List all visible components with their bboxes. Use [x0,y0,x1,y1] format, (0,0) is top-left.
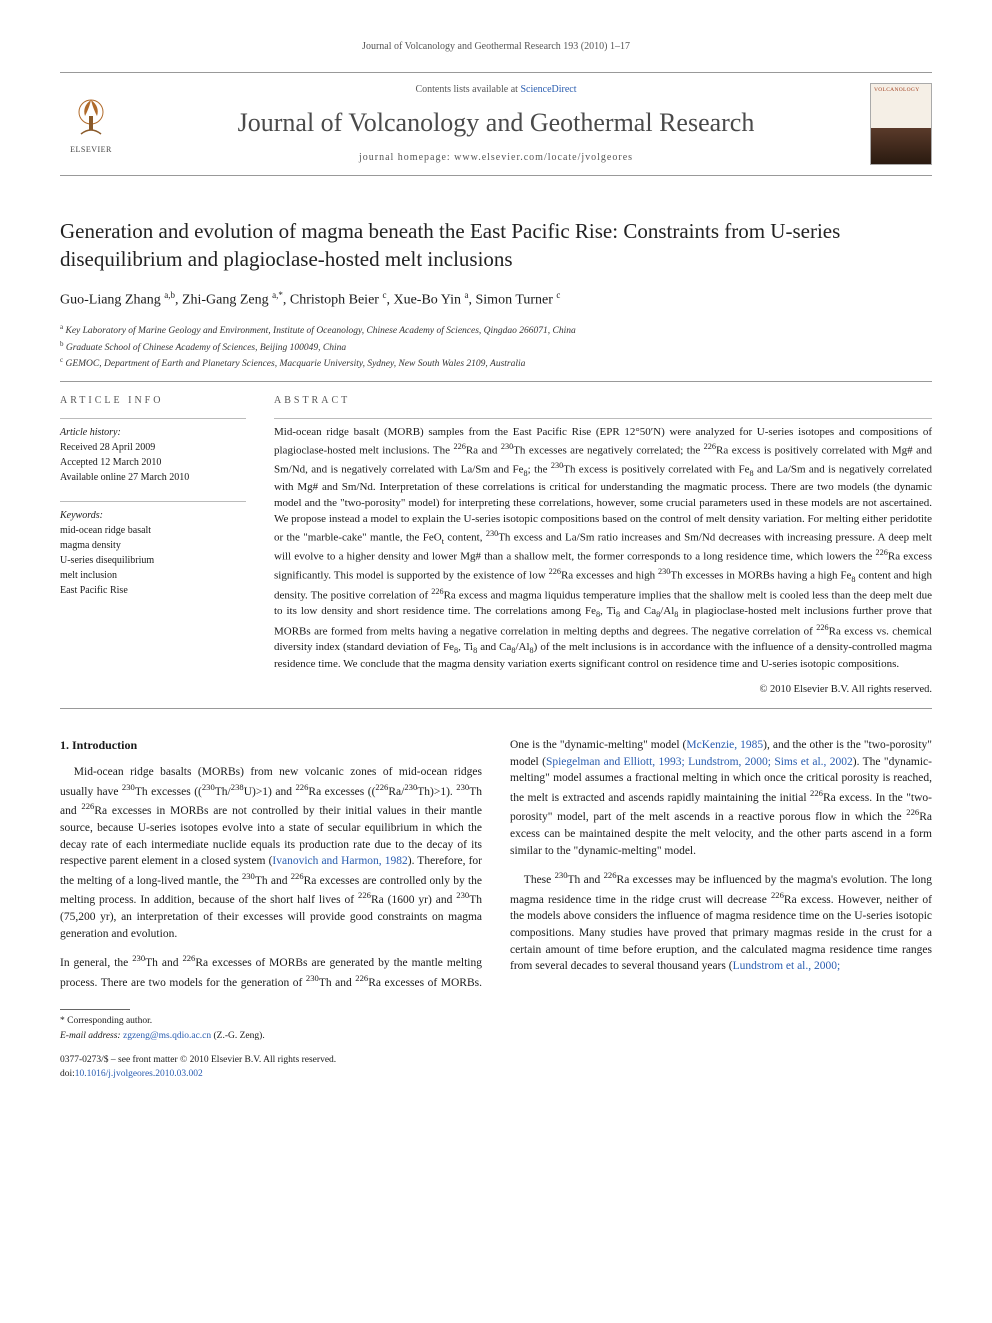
info-rule [60,418,246,419]
email-tail: (Z.-G. Zeng). [211,1031,265,1041]
doi-line: doi:10.1016/j.jvolgeores.2010.03.002 [60,1067,932,1081]
contents-prefix: Contents lists available at [415,84,520,95]
body-paragraph: Mid-ocean ridge basalts (MORBs) from new… [60,764,482,942]
article-history-block: Article history: Received 28 April 2009 … [60,425,246,485]
email-line: E-mail address: zgzeng@ms.qdio.ac.cn (Z.… [60,1029,932,1043]
homepage-url: www.elsevier.com/locate/jvolgeores [454,152,633,163]
body-two-column: 1. Introduction Mid-ocean ridge basalts … [60,737,932,991]
masthead-center: Contents lists available at ScienceDirec… [136,83,856,165]
homepage-prefix: journal homepage: [359,152,454,163]
article-info-heading: article info [60,394,246,408]
doi-link[interactable]: 10.1016/j.jvolgeores.2010.03.002 [75,1069,203,1079]
section-heading: 1. Introduction [60,737,482,754]
journal-homepage-line: journal homepage: www.elsevier.com/locat… [136,151,856,165]
body-paragraph: These 230Th and 226Ra excesses may be in… [510,869,932,975]
keyword: East Pacific Rise [60,583,246,598]
article-title: Generation and evolution of magma beneat… [60,218,932,273]
citation-link[interactable]: McKenzie, 1985 [686,739,763,751]
citation-link[interactable]: Lundstrom et al., 2000; [733,960,841,972]
cover-title-text: VOLCANOLOGY [874,87,928,95]
elsevier-tree-icon [67,94,115,142]
email-label: E-mail address: [60,1031,123,1041]
corresponding-author-note: * Corresponding author. [60,1014,932,1028]
affiliation-line: b Graduate School of Chinese Academy of … [60,339,932,355]
author-list: Guo-Liang Zhang a,b, Zhi-Gang Zeng a,*, … [60,289,932,310]
abstract-copyright: © 2010 Elsevier B.V. All rights reserved… [274,683,932,698]
keyword: mid-ocean ridge basalt [60,523,246,538]
keyword: melt inclusion [60,568,246,583]
corresponding-email-link[interactable]: zgzeng@ms.qdio.ac.cn [123,1031,211,1041]
issn-line: 0377-0273/$ – see front matter © 2010 El… [60,1053,932,1067]
info-rule [274,418,932,419]
citation-link[interactable]: Spiegelman and Elliott, 1993; Lundstrom,… [546,756,853,768]
keyword: magma density [60,538,246,553]
abstract-text: Mid-ocean ridge basalt (MORB) samples fr… [274,425,932,673]
horizontal-rule [60,708,932,709]
sciencedirect-link[interactable]: ScienceDirect [520,84,576,95]
abstract-heading: abstract [274,394,932,408]
keywords-label: Keywords: [60,508,246,523]
history-line: Received 28 April 2009 [60,440,246,455]
abstract-column: abstract Mid-ocean ridge basalt (MORB) s… [274,394,932,697]
page-container: Journal of Volcanology and Geothermal Re… [0,0,992,1111]
article-info-column: article info Article history: Received 2… [60,394,246,697]
doi-label: doi: [60,1069,75,1079]
history-label: Article history: [60,425,246,440]
footnote-rule [60,1009,130,1010]
elsevier-wordmark: ELSEVIER [70,144,112,155]
footer-block: * Corresponding author. E-mail address: … [60,1009,932,1081]
affiliation-list: a Key Laboratory of Marine Geology and E… [60,322,932,371]
info-rule [60,501,246,502]
keywords-block: Keywords: mid-ocean ridge basalt magma d… [60,508,246,598]
affiliation-line: a Key Laboratory of Marine Geology and E… [60,322,932,338]
running-header: Journal of Volcanology and Geothermal Re… [60,40,932,54]
contents-available-line: Contents lists available at ScienceDirec… [136,83,856,97]
history-line: Available online 27 March 2010 [60,470,246,485]
elsevier-logo: ELSEVIER [60,89,122,159]
journal-cover-thumbnail: VOLCANOLOGY [870,83,932,165]
horizontal-rule [60,381,932,382]
history-line: Accepted 12 March 2010 [60,455,246,470]
masthead: ELSEVIER Contents lists available at Sci… [60,72,932,176]
citation-link[interactable]: Ivanovich and Harmon, 1982 [272,855,407,867]
journal-name: Journal of Volcanology and Geothermal Re… [136,105,856,141]
info-abstract-row: article info Article history: Received 2… [60,394,932,697]
affiliation-line: c GEMOC, Department of Earth and Planeta… [60,355,932,371]
keyword: U-series disequilibrium [60,553,246,568]
